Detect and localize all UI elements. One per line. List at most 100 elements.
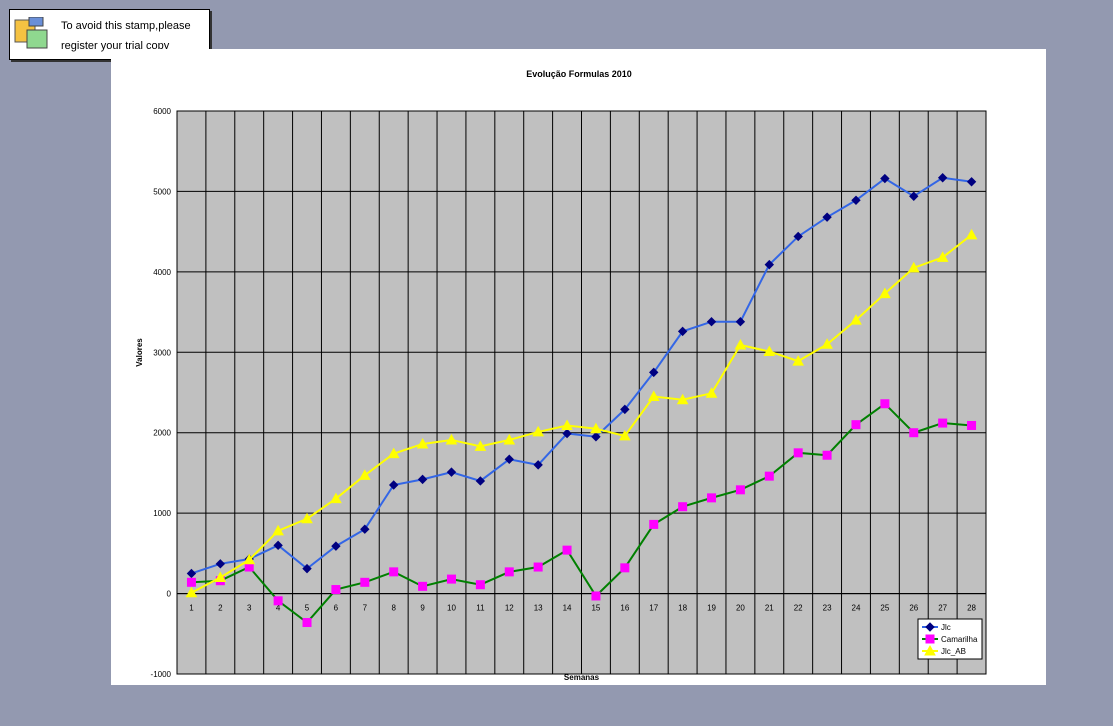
data-point-camarilha — [389, 567, 399, 577]
data-point-jlc-ab — [330, 492, 342, 504]
data-point-jlc-ab — [532, 425, 545, 437]
data-point-jlc — [331, 541, 341, 551]
data-point-jlc — [562, 428, 572, 439]
y-tick-label: 0 — [167, 590, 172, 599]
data-point-camarilha — [533, 562, 543, 572]
data-point-jlc — [302, 563, 312, 574]
data-point-camarilha — [418, 581, 428, 591]
data-point-jlc — [360, 524, 370, 534]
data-point-camarilha — [822, 450, 832, 460]
data-point-jlc — [706, 317, 717, 327]
x-tick-label: 5 — [305, 604, 310, 613]
series-line-jlc-ab — [190, 234, 973, 594]
data-point-jlc-ab — [445, 433, 458, 445]
data-point-camarilha — [562, 545, 572, 555]
data-point-jlc-ab — [821, 338, 833, 349]
data-point-camarilha — [331, 585, 341, 595]
data-point-jlc-ab — [850, 314, 862, 325]
data-point-jlc-ab — [590, 422, 602, 434]
data-point-jlc — [591, 432, 601, 442]
data-point-jlc-ab — [474, 440, 487, 451]
legend-marker-jlc — [925, 622, 935, 632]
data-point-jlc — [677, 326, 688, 337]
data-point-camarilha — [273, 596, 283, 606]
legend-marker-jlc-ab — [924, 644, 936, 656]
x-tick-label: 11 — [476, 604, 485, 613]
x-axis-label: Semanas — [564, 673, 600, 682]
y-tick-label: 1000 — [153, 509, 171, 518]
data-point-camarilha — [851, 420, 861, 430]
x-tick-label: 1 — [189, 604, 194, 613]
x-tick-label: 14 — [563, 604, 572, 613]
chart-panel: -1000 0 1000 2000 3000 4000 5000 6000 1 2 3 4 5 6 7 8 9 1… — [111, 49, 1046, 685]
data-point-jlc-ab — [214, 571, 227, 582]
data-point-jlc-ab — [416, 437, 429, 449]
data-point-jlc-ab — [705, 387, 718, 398]
data-point-jlc — [620, 404, 630, 415]
legend-label-jlc-ab: Jlc_AB — [941, 647, 966, 656]
data-point-jlc-ab — [676, 393, 689, 405]
data-point-jlc — [851, 195, 861, 205]
x-tick-label: 4 — [276, 604, 281, 613]
x-tick-label: 28 — [967, 604, 976, 613]
data-point-jlc-ab — [618, 429, 631, 441]
y-tick-label: 4000 — [153, 268, 171, 277]
y-tick-label: -1000 — [151, 670, 172, 679]
data-point-camarilha — [591, 591, 601, 601]
x-tick-label: 7 — [363, 604, 368, 613]
series-line-camarilha — [191, 402, 972, 624]
x-tick-label: 10 — [447, 604, 456, 613]
data-point-jlc — [417, 474, 428, 485]
data-point-jlc — [822, 212, 832, 222]
data-point-jlc-ab — [907, 261, 920, 273]
x-tick-label: 16 — [620, 604, 629, 613]
data-point-jlc — [909, 191, 919, 201]
data-point-jlc — [504, 454, 514, 464]
data-point-jlc — [273, 540, 283, 551]
y-tick-label: 6000 — [153, 107, 171, 116]
data-point-jlc-ab — [358, 469, 371, 480]
data-point-camarilha — [302, 618, 312, 628]
data-point-jlc-ab — [272, 524, 284, 536]
legend-marker-camarilha — [925, 634, 935, 644]
data-point-camarilha — [186, 577, 196, 587]
x-tick-label: 27 — [938, 604, 947, 613]
windows-icon — [14, 17, 48, 49]
x-tick-label: 23 — [823, 604, 832, 613]
x-tick-label: 8 — [391, 604, 396, 613]
x-tick-label: 22 — [794, 604, 803, 613]
data-point-jlc-ab — [387, 447, 400, 459]
data-point-jlc — [735, 317, 746, 327]
data-point-camarilha — [793, 448, 803, 458]
data-point-jlc — [388, 480, 399, 490]
data-point-camarilha — [620, 563, 630, 573]
data-point-jlc-ab — [301, 512, 313, 524]
data-point-jlc — [764, 259, 775, 270]
data-point-jlc-ab — [763, 345, 776, 356]
data-point-camarilha — [880, 399, 890, 409]
data-point-camarilha — [678, 502, 688, 512]
data-point-camarilha — [909, 428, 919, 438]
data-point-jlc-ab — [792, 355, 805, 366]
data-point-jlc-ab — [561, 419, 573, 430]
data-point-jlc-ab — [965, 228, 978, 240]
data-point-jlc — [186, 568, 197, 579]
data-point-camarilha — [967, 420, 977, 430]
x-tick-label: 6 — [334, 604, 339, 613]
x-tick-label: 20 — [736, 604, 745, 613]
data-point-jlc-ab — [243, 553, 256, 565]
data-point-jlc — [446, 467, 457, 477]
x-tick-label: 19 — [707, 604, 716, 613]
legend-label-jlc: Jlc — [941, 623, 951, 632]
chart-title: Evolução Formulas 2010 — [526, 69, 632, 79]
trial-stamp: To avoid this stamp,please register your… — [9, 9, 210, 60]
x-tick-label: 24 — [852, 604, 861, 613]
y-tick-label: 2000 — [153, 429, 171, 438]
x-tick-label: 9 — [420, 604, 425, 613]
data-point-camarilha — [360, 577, 370, 587]
y-axis-label: Valores — [135, 338, 144, 367]
y-tick-label: 5000 — [153, 187, 171, 196]
data-point-jlc — [649, 367, 659, 378]
data-point-jlc-ab — [734, 339, 747, 350]
data-point-camarilha — [475, 580, 485, 590]
